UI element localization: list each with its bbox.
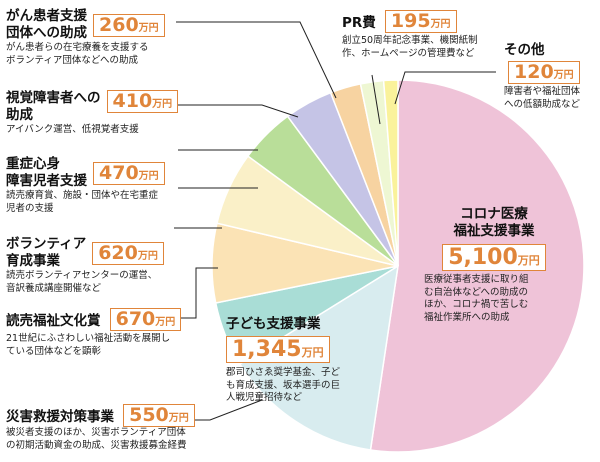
- label-sonota-unit: 万円: [553, 70, 574, 81]
- label-gan-desc-1: がん患者らの在宅療養を支援する: [6, 42, 149, 53]
- label-jushin-desc-1: 読売療育賞、施設・団体や在宅重症: [6, 190, 159, 201]
- label-jushin-desc-2: 児者の支援: [6, 202, 54, 214]
- label-pr-desc: 創立50周年記念事業、機関紙制 作、ホームページの管理費など: [342, 35, 502, 60]
- label-bunka-amount-box: 670万円: [109, 308, 182, 331]
- label-corona-amount: 5,100: [448, 245, 518, 270]
- label-volunteer-desc-1: 読売ボランティアセンターの運営、: [6, 270, 158, 281]
- label-corona-unit: 万円: [517, 254, 540, 267]
- pie-slice-9: [382, 79, 399, 267]
- label-sonota-desc-2: への低額助成など: [504, 98, 581, 110]
- label-gan-name-1: がん患者支援: [6, 8, 87, 24]
- leader-line-bunka: [176, 267, 218, 319]
- label-jushin-name-2: 障害児者支援: [6, 173, 87, 189]
- label-bunka-desc-1: 21世紀にふさわしい福祉活動を展開し: [6, 333, 171, 344]
- label-sonota-desc-1: 障害者や福祉団体: [504, 86, 581, 97]
- label-volunteer-name-1: ボランティア: [6, 236, 87, 252]
- label-pr-amount-box: 195万円: [384, 10, 457, 33]
- leader-line-sonota: [394, 71, 496, 105]
- label-shikaku-amount: 410: [112, 90, 153, 112]
- label-saigai-name: 災害救援対策事業: [6, 409, 114, 425]
- label-pr-desc-1: 創立50周年記念事業、機関紙制: [342, 35, 478, 46]
- label-pr-unit: 万円: [430, 19, 451, 30]
- label-jushin-desc: 読売療育賞、施設・団体や在宅重症 児者の支援: [6, 190, 206, 215]
- label-gan: がん患者支援 団体への助成 260万円 がん患者らの在宅療養を支援する ボランテ…: [6, 8, 206, 67]
- label-sonota-desc: 障害者や福祉団体 への低額助成など: [504, 86, 596, 111]
- label-volunteer-amount-box: 620万円: [92, 241, 164, 265]
- label-kodomo-desc-2: も育成支援、坂本選手の巨: [226, 379, 341, 391]
- label-kodomo-desc: 郡司ひさゑ奨学基金、子ど も育成支援、坂本選手の巨 人戦児童招待など: [226, 367, 356, 405]
- label-kodomo-desc-3: 人戦児童招待など: [226, 392, 303, 403]
- label-gan-amount: 260: [99, 13, 139, 36]
- label-bunka-desc-2: ている団体などを顕彰: [6, 345, 102, 357]
- pie-slices: [211, 79, 585, 453]
- label-kodomo: 子ども支援事業 1,345万円 郡司ひさゑ奨学基金、子ど も育成支援、坂本選手の…: [226, 316, 356, 405]
- label-saigai-amount-box: 550万円: [123, 404, 195, 427]
- label-saigai-unit: 万円: [168, 413, 189, 424]
- label-gan-desc: がん患者らの在宅療養を支援する ボランティア団体などへの助成: [6, 42, 206, 67]
- label-shikaku-name-1: 視覚障害者への: [6, 90, 101, 106]
- leader-line-pr: [371, 74, 381, 125]
- label-volunteer-amount: 620: [98, 241, 138, 264]
- label-corona-amount-box: 5,100万円: [442, 244, 546, 271]
- label-saigai: 災害救援対策事業 550万円 被災者支援のほか、災害ボランティア団体 の初期活動…: [6, 404, 246, 452]
- label-corona: コロナ医療 福祉支援事業 5,100万円 医療従事者支援に取り組 む自治体などへ…: [424, 206, 564, 324]
- label-volunteer-name-2: 育成事業: [6, 253, 60, 269]
- label-corona-desc-4: 福祉作業所への助成: [424, 311, 510, 323]
- label-saigai-desc: 被災者支援のほか、災害ボランティア団体 の初期活動資金の助成、災害救援募金経費: [6, 427, 246, 452]
- label-pr-desc-2: 作、ホームページの管理費など: [342, 47, 475, 59]
- label-kodomo-name: 子ども支援事業: [226, 316, 321, 332]
- label-volunteer-desc: 読売ボランティアセンターの運営、 音訳養成講座開催など: [6, 270, 206, 295]
- label-jushin: 重症心身 障害児者支援 470万円 読売療育賞、施設・団体や在宅重症 児者の支援: [6, 156, 206, 215]
- label-bunka: 読売福祉文化賞 670万円 21世紀にふさわしい福祉活動を展開し ている団体など…: [6, 308, 206, 358]
- leader-line-shikaku: [178, 104, 299, 118]
- label-bunka-amount: 670: [115, 308, 156, 330]
- label-pr: PR費 195万円 創立50周年記念事業、機関紙制 作、ホームページの管理費など: [342, 10, 502, 60]
- label-shikaku-amount-box: 410万円: [106, 90, 179, 113]
- label-gan-amount-box: 260万円: [93, 13, 165, 37]
- label-saigai-desc-1: 被災者支援のほか、災害ボランティア団体: [6, 427, 186, 438]
- label-sonota-amount-box: 120万円: [508, 61, 580, 84]
- label-corona-name-2: 福祉支援事業: [453, 223, 535, 239]
- label-pr-name: PR費: [342, 15, 376, 31]
- leader-line-gan: [176, 21, 337, 99]
- label-shikaku: 視覚障害者への 助成 410万円 アイバンク運営、低視覚者支援: [6, 90, 206, 137]
- label-kodomo-amount-box: 1,345万円: [226, 336, 330, 363]
- label-saigai-desc-2: の初期活動資金の助成、災害救援募金経費: [6, 439, 187, 451]
- label-volunteer-unit: 万円: [137, 250, 158, 262]
- label-pr-amount: 195: [390, 10, 431, 32]
- label-bunka-name: 読売福祉文化賞: [6, 313, 101, 329]
- label-sonota-name: その他: [504, 42, 545, 58]
- label-kodomo-amount: 1,345: [232, 337, 302, 362]
- label-sonota: その他 120万円 障害者や福祉団体 への低額助成など: [504, 42, 596, 111]
- label-saigai-amount: 550: [129, 404, 169, 426]
- label-jushin-amount: 470: [99, 161, 139, 184]
- label-kodomo-unit: 万円: [301, 346, 324, 359]
- label-gan-unit: 万円: [138, 22, 159, 34]
- label-gan-name-2: 団体への助成: [6, 25, 87, 41]
- label-bunka-unit: 万円: [155, 317, 176, 328]
- label-shikaku-desc-1: アイバンク運営、低視覚者支援: [6, 124, 139, 135]
- label-jushin-unit: 万円: [138, 170, 159, 182]
- label-shikaku-desc: アイバンク運営、低視覚者支援: [6, 124, 206, 137]
- label-jushin-amount-box: 470万円: [93, 161, 165, 185]
- label-shikaku-name-2: 助成: [6, 107, 33, 123]
- label-kodomo-desc-1: 郡司ひさゑ奨学基金、子ど: [226, 367, 341, 378]
- label-corona-desc: 医療従事者支援に取り組 む自治体などへの助成の ほか、コロナ禍で苦しむ 福祉作業…: [424, 274, 564, 324]
- label-corona-name-1: コロナ医療: [460, 206, 528, 222]
- label-volunteer-desc-2: 音訳養成講座開催など: [6, 282, 102, 294]
- label-volunteer: ボランティア 育成事業 620万円 読売ボランティアセンターの運営、 音訳養成講…: [6, 236, 206, 295]
- label-sonota-amount: 120: [514, 61, 554, 83]
- label-jushin-name-1: 重症心身: [6, 156, 60, 172]
- label-corona-desc-1: 医療従事者支援に取り組: [424, 274, 529, 285]
- label-gan-desc-2: ボランティア団体などへの助成: [6, 54, 138, 66]
- label-corona-desc-2: む自治体などへの助成の: [424, 286, 529, 298]
- label-corona-desc-3: ほか、コロナ禍で苦しむ: [424, 299, 529, 310]
- label-shikaku-unit: 万円: [152, 99, 173, 110]
- label-bunka-desc: 21世紀にふさわしい福祉活動を展開し ている団体などを顕彰: [6, 333, 206, 358]
